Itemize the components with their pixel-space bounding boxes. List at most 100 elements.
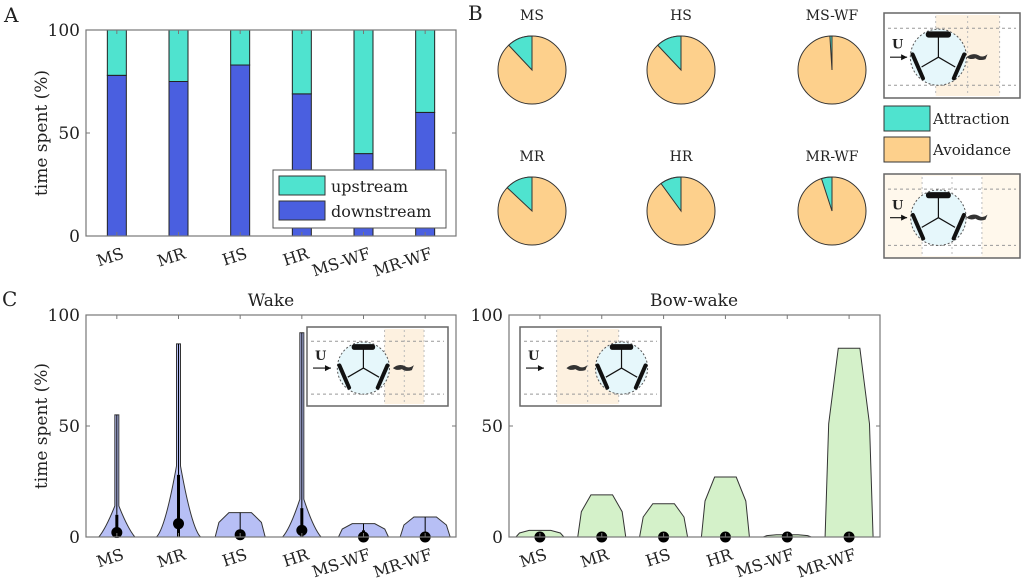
pie-slice-attraction <box>829 35 833 71</box>
y-tick-label: 0 <box>69 227 80 247</box>
bar-downstream <box>168 81 189 237</box>
robot-fin <box>925 31 952 38</box>
robot-fin <box>910 212 926 241</box>
violin <box>700 476 750 538</box>
inset-bowwake-diagram: U <box>519 326 662 407</box>
panel-label-c: C <box>2 287 17 311</box>
robot-fin <box>910 52 925 81</box>
pie-slice-attraction <box>660 176 682 213</box>
x-tick-label: MS <box>94 244 126 271</box>
robot-fin <box>375 363 390 390</box>
y-tick-label: 50 <box>481 417 503 437</box>
bar-upstream <box>353 29 374 155</box>
x-tick-label: HS <box>220 244 250 270</box>
panel-b-pie-charts: MS HS MS-WF MR HR MR-WF <box>497 8 867 246</box>
flow-label: U <box>315 349 327 364</box>
x-tick-label: MR-WF <box>371 545 434 582</box>
robot-fin <box>595 363 610 390</box>
robot-fin <box>951 212 966 241</box>
pie-title: MR <box>520 149 545 165</box>
pie-title: HR <box>670 149 693 165</box>
x-tick-label: HR <box>704 544 736 570</box>
violin <box>577 494 627 538</box>
x-tick-label: HR <box>280 544 312 570</box>
pie-title: HS <box>670 8 692 24</box>
fish-icon <box>392 364 414 371</box>
bar-downstream <box>230 64 251 237</box>
panel-label-b: B <box>468 1 483 25</box>
x-tick-label: MS-WF <box>734 545 797 582</box>
x-tick-label: MR <box>155 544 189 571</box>
chart-title-wake: Wake <box>248 291 295 311</box>
x-tick-label: MR <box>155 243 189 270</box>
robot-arm <box>921 56 939 68</box>
y-tick-label: 100 <box>48 21 80 41</box>
x-tick-label: HS <box>643 545 673 571</box>
fish-icon <box>966 214 988 221</box>
y-tick-label: 100 <box>48 306 80 326</box>
x-tick-label: MR-WF <box>371 244 434 281</box>
pie-slice-attraction <box>508 35 533 72</box>
pie-slice-attraction <box>657 35 682 72</box>
legend-label-avoidance: Avoidance <box>932 141 1011 159</box>
robot-arm <box>605 367 622 378</box>
pie-title: MS <box>520 8 544 24</box>
robot-fin <box>609 344 634 350</box>
robot-arm <box>347 367 364 378</box>
fish-icon <box>566 364 588 371</box>
arrowhead-icon <box>324 365 331 372</box>
legend-swatch-avoidance <box>883 136 931 163</box>
pie-slice-attraction <box>506 176 533 213</box>
robot-fin <box>925 192 951 199</box>
y-axis-label: time spent (%) <box>32 363 52 489</box>
inset-attraction-diagram: U <box>883 12 1021 99</box>
violin-median <box>111 527 123 539</box>
legend-swatch-upstream <box>278 175 326 196</box>
arrowhead-icon <box>537 365 544 372</box>
robot-fin <box>951 52 967 81</box>
robot-fin <box>351 344 376 350</box>
inset-wake-diagram: U <box>306 326 449 407</box>
y-tick-label: 50 <box>58 124 80 144</box>
robot-fin <box>337 363 352 390</box>
legend: upstream downstream <box>272 169 447 229</box>
flow-label: U <box>528 349 540 364</box>
bar-upstream <box>291 29 312 95</box>
x-tick-label: MS-WF <box>310 545 373 582</box>
legend-swatch-attraction <box>883 105 931 132</box>
y-tick-label: 100 <box>471 306 503 326</box>
robot-arm <box>938 56 956 68</box>
robot-arm <box>621 367 638 378</box>
robot-fin <box>633 363 648 390</box>
panel-label-a: A <box>3 3 19 27</box>
y-tick-label: 0 <box>69 528 80 548</box>
bar-upstream <box>415 29 436 113</box>
chart-title-bowwake: Bow-wake <box>650 291 738 311</box>
bar-upstream <box>106 29 127 76</box>
bar-downstream <box>106 74 127 237</box>
x-tick-label: HR <box>280 243 312 269</box>
inset-avoidance-diagram: U <box>883 173 1021 259</box>
legend-label-upstream: upstream <box>331 177 408 196</box>
flow-label: U <box>892 38 904 53</box>
x-tick-label: HS <box>220 545 250 571</box>
violin-median <box>173 518 184 530</box>
robot-arm <box>938 217 956 228</box>
legend-label-downstream: downstream <box>331 202 431 221</box>
bar-upstream <box>168 29 189 82</box>
pie-title: MR-WF <box>806 149 859 165</box>
robot-arm <box>363 367 380 378</box>
x-tick-label: MR <box>578 544 612 571</box>
x-tick-label: MS <box>517 545 549 572</box>
legend-label-attraction: Attraction <box>932 110 1010 128</box>
y-tick-label: 0 <box>492 528 503 548</box>
flow-label: U <box>892 198 904 213</box>
arrowhead-icon <box>901 214 908 221</box>
arrowhead-icon <box>901 54 908 61</box>
pie-legend: Attraction Avoidance <box>883 105 1011 163</box>
pie-slice-attraction <box>820 176 833 212</box>
x-tick-label: MR-WF <box>795 545 858 582</box>
legend-swatch-downstream <box>278 200 326 221</box>
